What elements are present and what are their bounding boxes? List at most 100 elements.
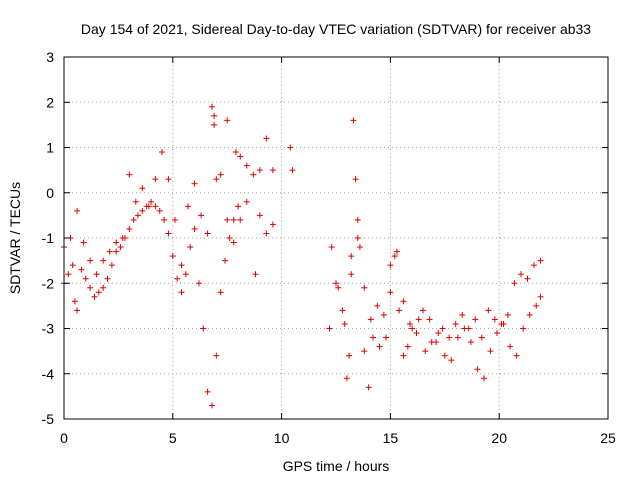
data-point — [235, 203, 242, 210]
data-point — [409, 325, 416, 332]
data-point — [504, 311, 511, 318]
data-point — [69, 262, 76, 269]
data-point — [524, 275, 531, 282]
data-point — [126, 225, 133, 232]
data-point — [452, 320, 459, 327]
data-point — [250, 171, 257, 178]
y-tick-label: 1 — [46, 140, 54, 156]
data-point — [328, 244, 335, 251]
data-point — [422, 348, 429, 355]
data-point — [204, 230, 211, 237]
data-point — [243, 162, 250, 169]
data-point — [213, 176, 220, 183]
data-point — [433, 339, 440, 346]
data-point — [208, 402, 215, 409]
data-point — [171, 216, 178, 223]
data-point — [100, 284, 107, 291]
data-point — [165, 230, 172, 237]
data-point — [222, 257, 229, 264]
data-point — [117, 244, 124, 251]
data-point — [335, 284, 342, 291]
x-tick-label: 5 — [169, 430, 177, 446]
data-point — [108, 262, 115, 269]
data-point — [185, 203, 192, 210]
y-tick-label: -3 — [42, 321, 55, 337]
data-point — [400, 298, 407, 305]
data-point — [354, 216, 361, 223]
data-point — [208, 103, 215, 110]
data-point — [341, 320, 348, 327]
data-point — [100, 257, 107, 264]
data-point — [113, 239, 120, 246]
data-point — [459, 311, 466, 318]
data-point — [498, 320, 505, 327]
data-point — [526, 311, 533, 318]
x-tick-label: 10 — [274, 430, 290, 446]
data-point — [333, 280, 339, 287]
data-point — [533, 302, 540, 309]
data-point — [326, 325, 333, 332]
data-point — [158, 149, 165, 156]
axis-ticks — [63, 56, 609, 420]
series-scatter-outliers — [208, 103, 296, 278]
data-point — [346, 352, 353, 359]
data-point — [454, 334, 461, 341]
data-point — [391, 253, 398, 260]
data-point — [369, 334, 376, 341]
series-track-b — [61, 112, 276, 278]
data-point — [200, 325, 207, 332]
data-point — [467, 339, 474, 346]
series-track-d — [328, 235, 544, 346]
y-tick-label: 3 — [46, 49, 54, 65]
data-point — [187, 244, 194, 251]
data-point — [252, 271, 259, 278]
series-track-c — [326, 117, 544, 391]
x-axis-label: GPS time / hours — [283, 458, 390, 474]
data-point — [93, 271, 100, 278]
data-point — [232, 149, 239, 156]
data-point — [130, 216, 137, 223]
data-point — [537, 293, 544, 300]
chart-title: Day 154 of 2021, Sidereal Day-to-day VTE… — [81, 21, 591, 37]
y-tick-label: -2 — [42, 275, 55, 291]
data-point — [376, 343, 383, 350]
data-point — [71, 298, 78, 305]
data-point — [420, 307, 427, 314]
data-point — [139, 207, 146, 214]
data-point — [480, 375, 487, 382]
data-point — [126, 171, 133, 178]
data-point — [474, 366, 481, 373]
data-point — [174, 275, 181, 282]
data-point — [400, 352, 407, 359]
y-tick-label: -4 — [42, 366, 55, 382]
data-point — [472, 316, 479, 323]
data-point — [211, 121, 218, 128]
series-track-a — [61, 198, 242, 409]
data-point — [396, 307, 403, 314]
data-point — [406, 320, 413, 327]
data-point — [217, 171, 224, 178]
data-point — [95, 289, 102, 296]
data-point — [211, 112, 218, 119]
data-point — [269, 221, 276, 228]
data-point — [448, 357, 455, 364]
data-point — [348, 271, 355, 278]
data-point — [87, 257, 94, 264]
y-tick-label: 2 — [46, 94, 54, 110]
data-point — [413, 330, 420, 337]
data-point — [289, 167, 296, 174]
data-point — [537, 257, 544, 264]
data-point — [161, 216, 168, 223]
data-point — [243, 198, 250, 205]
data-point — [356, 244, 363, 251]
data-point — [119, 235, 126, 241]
data-point — [113, 248, 120, 255]
data-point — [441, 352, 448, 359]
data-point — [263, 230, 270, 237]
data-point — [237, 216, 244, 223]
data-point — [343, 375, 350, 382]
data-point — [352, 176, 359, 183]
data-point — [269, 167, 276, 174]
data-point — [365, 384, 372, 391]
